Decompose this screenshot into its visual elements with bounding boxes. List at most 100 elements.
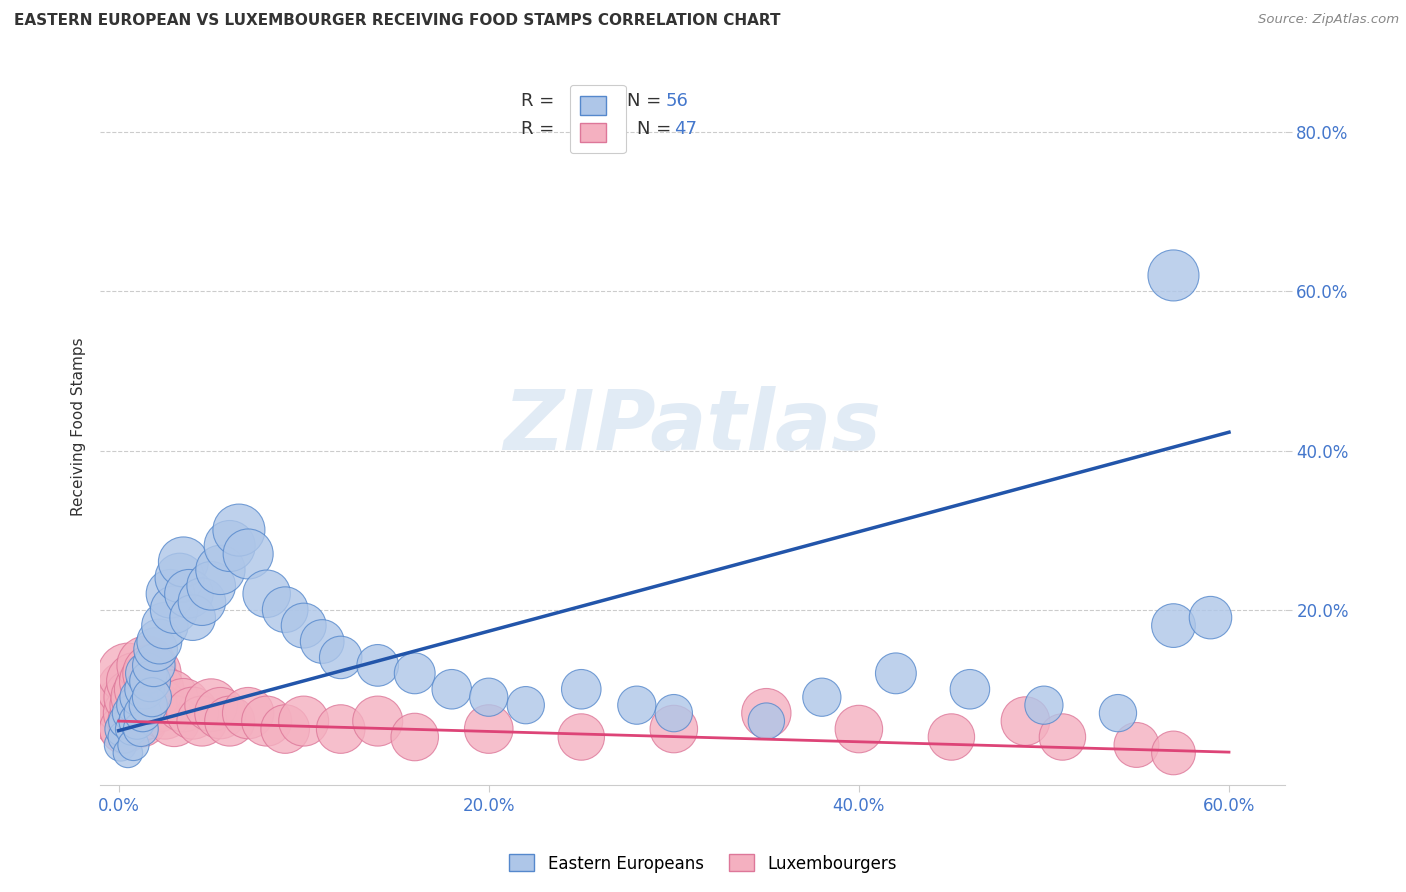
Point: [209, 563, 232, 577]
Point: [145, 642, 167, 657]
Point: [626, 698, 648, 713]
Point: [228, 523, 250, 537]
Point: [112, 722, 135, 736]
Point: [115, 714, 138, 728]
Point: [142, 690, 165, 705]
Point: [367, 714, 389, 728]
Point: [1125, 738, 1147, 752]
Point: [404, 666, 426, 681]
Point: [118, 706, 141, 720]
Point: [1052, 730, 1074, 744]
Point: [131, 706, 153, 720]
Point: [848, 722, 870, 736]
Point: [238, 706, 260, 720]
Text: R =: R =: [520, 92, 560, 110]
Point: [191, 714, 214, 728]
Point: [163, 714, 186, 728]
Point: [145, 682, 167, 697]
Text: 0.524: 0.524: [571, 92, 621, 110]
Point: [141, 666, 163, 681]
Point: [122, 714, 145, 728]
Text: ZIPatlas: ZIPatlas: [503, 386, 882, 467]
Point: [440, 682, 463, 697]
Point: [329, 650, 352, 665]
Point: [136, 674, 159, 689]
Text: EASTERN EUROPEAN VS LUXEMBOURGER RECEIVING FOOD STAMPS CORRELATION CHART: EASTERN EUROPEAN VS LUXEMBOURGER RECEIVI…: [14, 13, 780, 29]
Y-axis label: Receiving Food Stamps: Receiving Food Stamps: [72, 337, 86, 516]
Point: [117, 746, 139, 760]
Point: [367, 658, 389, 673]
Point: [1163, 618, 1185, 632]
Point: [134, 682, 156, 697]
Point: [127, 698, 149, 713]
Point: [122, 738, 145, 752]
Point: [129, 714, 152, 728]
Point: [117, 666, 139, 681]
Point: [169, 571, 191, 585]
Point: [131, 682, 153, 697]
Text: -0.362: -0.362: [571, 120, 628, 138]
Point: [148, 698, 170, 713]
Point: [1163, 746, 1185, 760]
Point: [191, 595, 214, 609]
Point: [172, 555, 194, 569]
Point: [218, 539, 240, 553]
Point: [478, 722, 501, 736]
Point: [134, 706, 156, 720]
Point: [1107, 706, 1129, 720]
Point: [884, 666, 907, 681]
Text: 56: 56: [665, 92, 688, 110]
Point: [292, 714, 315, 728]
Point: [135, 658, 157, 673]
Point: [256, 714, 278, 728]
Point: [569, 730, 592, 744]
Point: [569, 682, 592, 697]
Point: [478, 690, 501, 705]
Text: N =: N =: [637, 120, 676, 138]
Point: [274, 602, 297, 616]
Point: [111, 722, 134, 736]
Point: [311, 634, 333, 648]
Legend: Eastern Europeans, Luxembourgers: Eastern Europeans, Luxembourgers: [503, 847, 903, 880]
Point: [136, 698, 159, 713]
Point: [135, 666, 157, 681]
Point: [238, 547, 260, 561]
Point: [181, 610, 204, 624]
Point: [153, 706, 176, 720]
Point: [121, 722, 143, 736]
Point: [181, 706, 204, 720]
Point: [110, 738, 132, 752]
Point: [209, 706, 232, 720]
Point: [329, 722, 352, 736]
Point: [142, 658, 165, 673]
Point: [404, 730, 426, 744]
Point: [128, 690, 150, 705]
Point: [153, 618, 176, 632]
Point: [941, 730, 963, 744]
Point: [1163, 268, 1185, 283]
Point: [127, 714, 149, 728]
Point: [124, 698, 146, 713]
Point: [200, 698, 222, 713]
Text: N =: N =: [627, 92, 668, 110]
Point: [1032, 698, 1054, 713]
Point: [111, 698, 134, 713]
Point: [218, 714, 240, 728]
Point: [128, 690, 150, 705]
Point: [141, 690, 163, 705]
Point: [124, 674, 146, 689]
Point: [129, 722, 152, 736]
Point: [662, 722, 685, 736]
Point: [959, 682, 981, 697]
Point: [755, 706, 778, 720]
Text: Source: ZipAtlas.com: Source: ZipAtlas.com: [1258, 13, 1399, 27]
Point: [177, 587, 200, 601]
Point: [256, 587, 278, 601]
Text: 47: 47: [675, 120, 697, 138]
Point: [159, 587, 181, 601]
Point: [115, 682, 138, 697]
Point: [110, 714, 132, 728]
Point: [1199, 610, 1222, 624]
Point: [139, 674, 162, 689]
Point: [159, 690, 181, 705]
